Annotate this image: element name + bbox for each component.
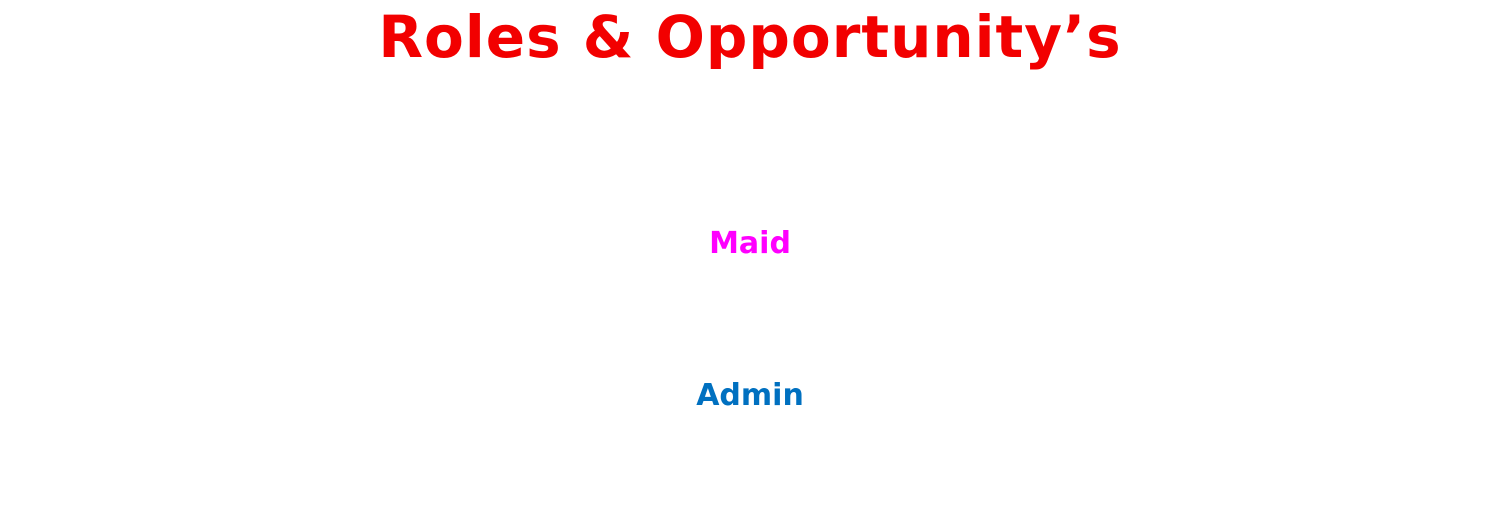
role-maid: Maid [709,226,791,261]
role-admin: Admin [696,378,804,413]
page-title: Roles & Opportunity’s [378,3,1122,71]
